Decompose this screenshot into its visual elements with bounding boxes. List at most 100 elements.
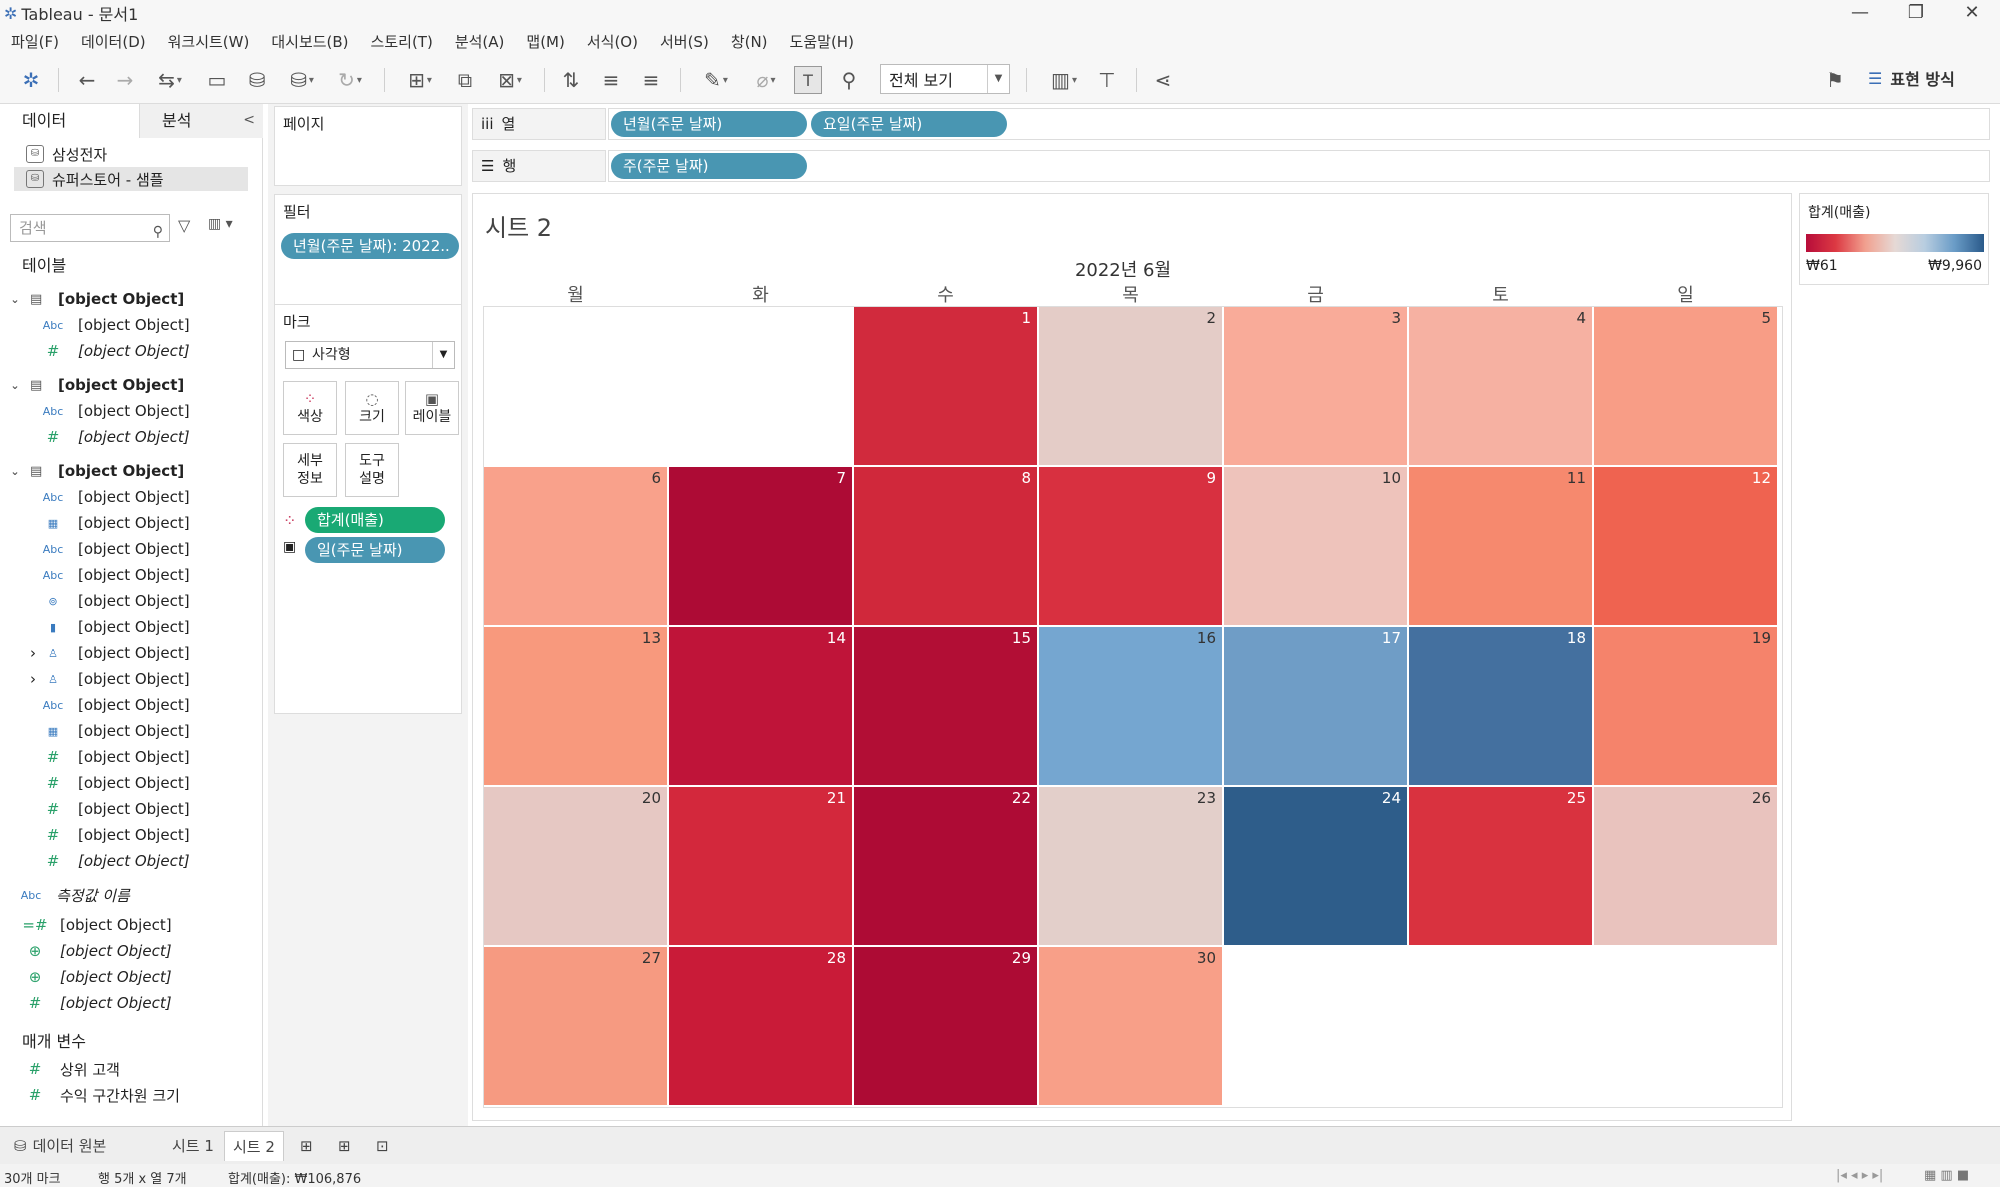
- field-item[interactable]: Abc [object Object]: [0, 484, 263, 510]
- field-item[interactable]: ⊕ [object Object]: [0, 938, 263, 964]
- calendar-day-cell[interactable]: 13: [484, 627, 668, 786]
- calendar-day-cell[interactable]: 20: [484, 787, 668, 946]
- field-item[interactable]: Abc 측정값 이름: [0, 882, 263, 908]
- field-item[interactable]: Abc [object Object]: [0, 398, 263, 424]
- expand-icon[interactable]: ›: [30, 644, 36, 662]
- show-mark-labels-icon[interactable]: T: [794, 66, 822, 94]
- new-story-tab-icon[interactable]: ⊡: [376, 1137, 389, 1155]
- rows-drop-zone[interactable]: 주(주문 날짜): [608, 150, 1990, 182]
- tooltip-button[interactable]: 도구 설명: [345, 443, 399, 497]
- columns-pill-weekday[interactable]: 요일(주문 날짜): [811, 111, 1007, 137]
- calendar-day-cell[interactable]: 15: [854, 627, 1038, 786]
- parameter-item[interactable]: # 상위 고객: [0, 1056, 263, 1082]
- pin-icon[interactable]: ⚑: [1826, 68, 1844, 92]
- calendar-day-cell[interactable]: 2: [1039, 307, 1223, 466]
- calendar-day-cell[interactable]: 21: [669, 787, 853, 946]
- expand-icon[interactable]: ⌄: [10, 464, 20, 478]
- field-item[interactable]: # [object Object]: [0, 990, 263, 1016]
- calendar-day-cell[interactable]: 29: [854, 947, 1038, 1106]
- field-item[interactable]: # [object Object]: [0, 796, 263, 822]
- calendar-day-cell[interactable]: 28: [669, 947, 853, 1106]
- close-button[interactable]: ✕: [1964, 2, 1980, 23]
- menu-item[interactable]: 데이터(D): [80, 32, 146, 51]
- tab-sheet-2[interactable]: 시트 2: [224, 1131, 284, 1161]
- calendar-day-cell[interactable]: 19: [1594, 627, 1778, 786]
- swap-rows-columns-icon[interactable]: ⇅: [562, 68, 580, 92]
- view-options-icon[interactable]: ▥ ▾: [208, 216, 233, 232]
- new-datasource-icon[interactable]: ⛁: [248, 68, 266, 92]
- new-dashboard-tab-icon[interactable]: ⊞: [338, 1137, 351, 1155]
- calendar-day-cell[interactable]: 12: [1594, 467, 1778, 626]
- show-cards-icon[interactable]: ▥ ▾: [1051, 68, 1077, 92]
- new-worksheet-icon[interactable]: ⊞ ▾: [408, 68, 432, 92]
- refresh-icon[interactable]: ↻ ▾: [338, 68, 362, 92]
- menu-item[interactable]: 분석(A): [454, 32, 505, 51]
- field-item[interactable]: Abc [object Object]: [0, 312, 263, 338]
- group-members-icon[interactable]: ⌀ ▾: [756, 68, 776, 92]
- calendar-day-cell[interactable]: 24: [1224, 787, 1408, 946]
- parameter-item[interactable]: # 수익 구간차원 크기: [0, 1082, 263, 1108]
- expand-icon[interactable]: ⌄: [10, 292, 20, 306]
- sort-descending-icon[interactable]: ≡: [642, 68, 660, 92]
- new-worksheet-tab-icon[interactable]: ⊞: [300, 1137, 313, 1155]
- calendar-day-cell[interactable]: 5: [1594, 307, 1778, 466]
- columns-pill-month[interactable]: 년월(주문 날짜): [611, 111, 807, 137]
- calendar-day-cell[interactable]: 7: [669, 467, 853, 626]
- calendar-day-cell[interactable]: 30: [1039, 947, 1223, 1106]
- field-item[interactable]: Abc [object Object]: [0, 692, 263, 718]
- field-item[interactable]: Abc [object Object]: [0, 562, 263, 588]
- clear-sheet-icon[interactable]: ⊠ ▾: [498, 68, 522, 92]
- menu-item[interactable]: 맵(M): [526, 32, 565, 51]
- mark-pill-color[interactable]: 합계(매출): [305, 507, 445, 533]
- swap-icon[interactable]: ⇆ ▾: [158, 68, 182, 92]
- field-item[interactable]: ⊕ [object Object]: [0, 964, 263, 990]
- menu-item[interactable]: 창(N): [730, 32, 768, 51]
- rows-pill-week[interactable]: 주(주문 날짜): [611, 153, 807, 179]
- search-input[interactable]: 검색 ⚲: [10, 214, 170, 242]
- table-header[interactable]: ⌄ ▤ [object Object]: [0, 458, 263, 484]
- collapse-pane-icon[interactable]: <: [243, 112, 255, 128]
- menu-item[interactable]: 스토리(T): [370, 32, 433, 51]
- expand-icon[interactable]: ›: [30, 670, 36, 688]
- fit-view-select[interactable]: 전체 보기 ▼: [880, 64, 1010, 94]
- columns-drop-zone[interactable]: 년월(주문 날짜) 요일(주문 날짜): [608, 108, 1990, 140]
- table-header[interactable]: ⌄ ▤ [object Object]: [0, 286, 263, 312]
- save-icon[interactable]: ▭: [207, 68, 227, 92]
- calendar-day-cell[interactable]: 8: [854, 467, 1038, 626]
- field-item[interactable]: # [object Object]: [0, 424, 263, 450]
- sort-ascending-icon[interactable]: ≡: [602, 68, 620, 92]
- field-item[interactable]: ▦ [object Object]: [0, 718, 263, 744]
- calendar-day-cell[interactable]: 6: [484, 467, 668, 626]
- menu-item[interactable]: 서버(S): [659, 32, 709, 51]
- tab-sheet-1[interactable]: 시트 1: [172, 1137, 214, 1155]
- field-item[interactable]: # [object Object]: [0, 770, 263, 796]
- table-header[interactable]: ⌄ ▤ [object Object]: [0, 372, 263, 398]
- pause-updates-icon[interactable]: ⛁ ▾: [290, 68, 314, 92]
- field-item[interactable]: # [object Object]: [0, 338, 263, 364]
- field-item[interactable]: # [object Object]: [0, 744, 263, 770]
- calendar-day-cell[interactable]: 16: [1039, 627, 1223, 786]
- duplicate-sheet-icon[interactable]: ⧉: [457, 68, 473, 92]
- redo-icon[interactable]: →: [116, 68, 134, 92]
- filter-pill[interactable]: 년월(주문 날짜): 2022..: [281, 233, 459, 259]
- filter-icon[interactable]: ▽: [178, 216, 191, 235]
- show-me-button[interactable]: ☰ 표현 방식: [1868, 66, 1955, 90]
- undo-icon[interactable]: ←: [78, 68, 96, 92]
- calendar-day-cell[interactable]: 9: [1039, 467, 1223, 626]
- tab-data[interactable]: 데이터: [0, 104, 140, 138]
- data-source-tab[interactable]: ⛁ 데이터 원본: [6, 1131, 114, 1161]
- menu-item[interactable]: 워크시트(W): [167, 32, 250, 51]
- menu-item[interactable]: 도움말(H): [789, 32, 854, 51]
- minimize-button[interactable]: —: [1851, 2, 1869, 23]
- menu-item[interactable]: 파일(F): [11, 32, 59, 51]
- calendar-day-cell[interactable]: 23: [1039, 787, 1223, 946]
- detail-button[interactable]: 세부 정보: [283, 443, 337, 497]
- nav-arrows-icon[interactable]: |◂ ◂ ▸ ▸|: [1836, 1168, 1884, 1183]
- tab-analytics[interactable]: 분석: [140, 104, 263, 138]
- datasource-item[interactable]: ⛁ 삼성전자: [14, 142, 248, 166]
- mark-pill-label[interactable]: 일(주문 날짜): [305, 537, 445, 563]
- field-item[interactable]: › ♙ [object Object]: [0, 666, 263, 692]
- calendar-day-cell[interactable]: 3: [1224, 307, 1408, 466]
- mark-type-select[interactable]: □ 사각형 ▼: [285, 341, 455, 369]
- view-mode-icons[interactable]: ▦ ▥ ■: [1924, 1168, 1970, 1183]
